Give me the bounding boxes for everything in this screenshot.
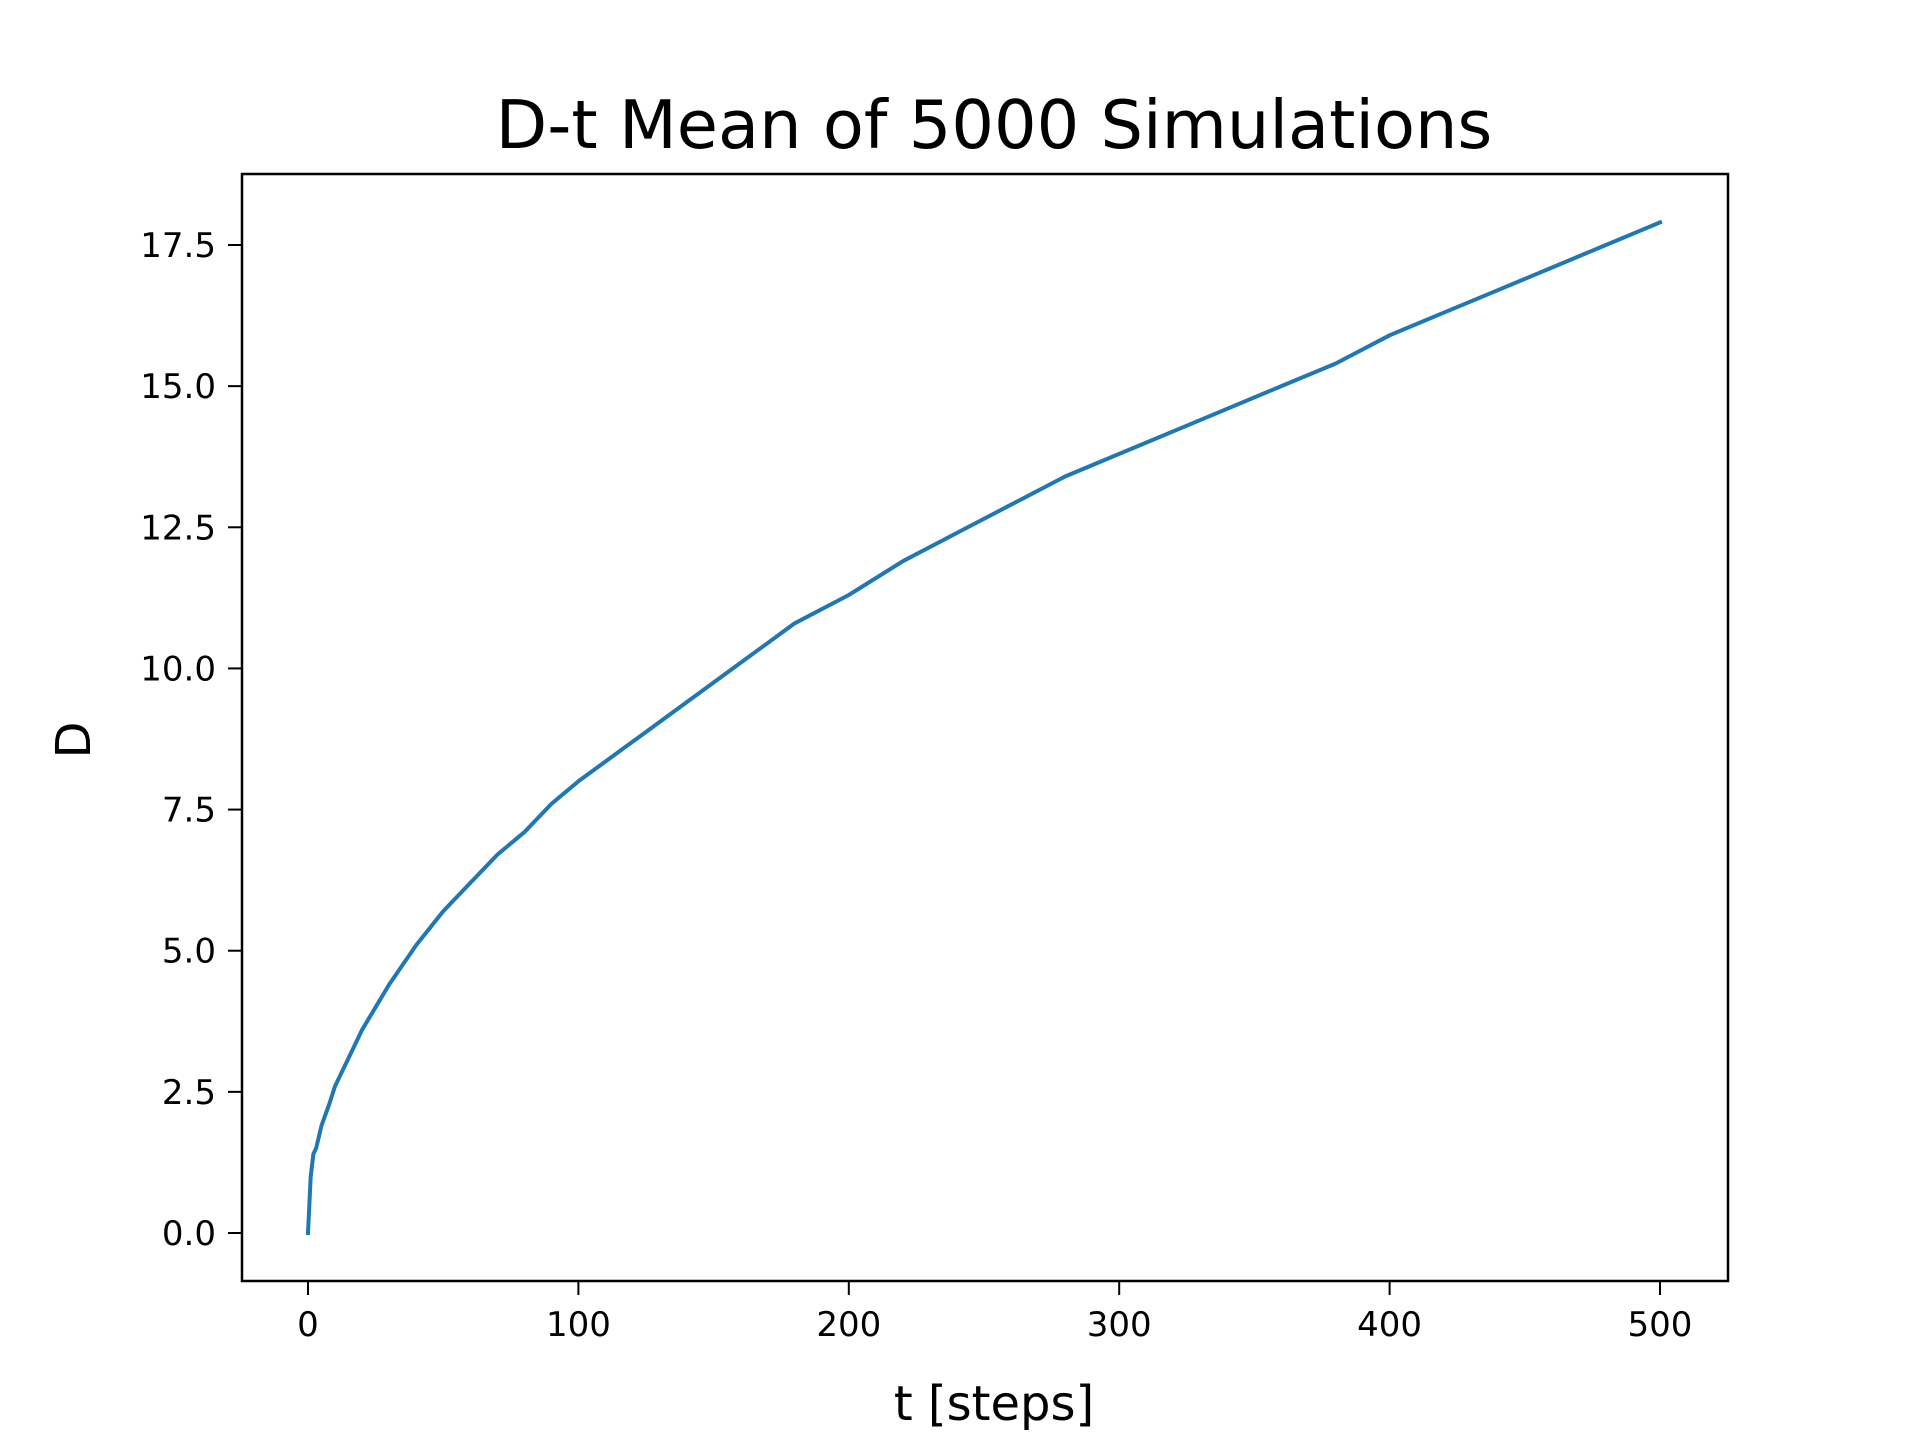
y-tick-label: 10.0 (140, 649, 216, 689)
x-tick-label: 300 (1087, 1305, 1152, 1345)
x-axis-ticks: 0 100 200 300 400 500 (297, 1281, 1692, 1345)
x-tick-label: 500 (1628, 1305, 1693, 1345)
axes-frame (240, 172, 1730, 1283)
y-axis-ticks: 0.0 2.5 5.0 7.5 10.0 12.5 15.0 17.5 (140, 226, 242, 1254)
y-tick-label: 0.0 (162, 1214, 216, 1254)
x-tick-label: 200 (816, 1305, 881, 1345)
x-tick-label: 400 (1357, 1305, 1422, 1345)
data-line-d-mean (305, 219, 1663, 1236)
y-tick-label: 12.5 (140, 508, 216, 548)
chart-title: D-t Mean of 5000 Simulations (496, 86, 1493, 164)
plot-area (240, 172, 1730, 1283)
y-tick-label: 17.5 (140, 226, 216, 266)
y-tick-label: 5.0 (162, 932, 216, 972)
y-tick-label: 7.5 (162, 791, 216, 831)
x-axis-label: t [steps] (894, 1376, 1094, 1432)
x-tick-label: 0 (297, 1305, 319, 1345)
x-tick-label: 100 (546, 1305, 611, 1345)
y-tick-label: 15.0 (140, 367, 216, 407)
y-tick-label: 2.5 (162, 1073, 216, 1113)
y-axis-label: D (46, 722, 102, 759)
